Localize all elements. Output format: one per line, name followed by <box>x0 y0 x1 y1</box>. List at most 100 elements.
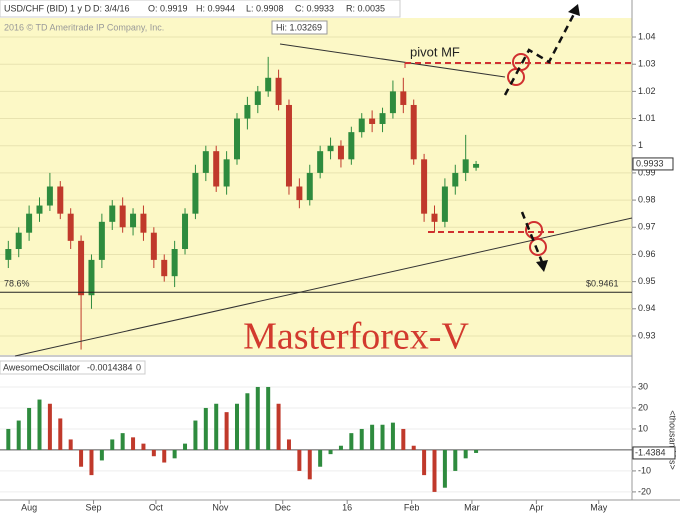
y-tick-label: 30 <box>638 381 648 391</box>
osc-axis-label: <thousandths> <box>668 410 678 470</box>
osc-bar <box>6 428 11 450</box>
y-tick-label: 1 <box>638 140 643 150</box>
y-tick-label: 1.02 <box>638 86 656 96</box>
y-tick-label: 0.93 <box>638 330 656 340</box>
osc-bar <box>370 424 375 450</box>
arrow-down <box>520 211 544 263</box>
osc-header <box>0 360 146 375</box>
osc-bar <box>442 449 447 488</box>
osc-bar <box>172 449 177 459</box>
y-tick-label: 0.97 <box>638 222 656 232</box>
y-tick-label: 10 <box>638 423 648 433</box>
candle-body <box>98 221 105 260</box>
x-tick-label: Feb <box>404 502 420 512</box>
candle-body <box>26 213 33 233</box>
osc-bar <box>203 407 208 450</box>
level-label: 78.6% <box>4 279 30 289</box>
osc-bar <box>120 433 125 450</box>
hi-label: Hi: 1.03269 <box>276 22 322 32</box>
osc-bar <box>359 428 364 450</box>
x-tick-label: Sep <box>86 502 102 512</box>
candle-body <box>285 104 292 187</box>
candle-body <box>130 213 137 228</box>
candle-body <box>244 104 251 119</box>
candle-body <box>327 145 334 152</box>
osc-bar <box>390 422 395 450</box>
osc-bar <box>349 433 354 450</box>
candle-body <box>265 77 272 92</box>
candle-body <box>57 186 64 214</box>
header-open: O: 0.9919 <box>148 3 188 13</box>
header-date: D: 3/4/16 <box>93 3 130 13</box>
level-value-label: $0.9461 <box>586 279 619 289</box>
osc-bar <box>151 449 156 457</box>
candle-body <box>213 151 220 187</box>
osc-bar <box>401 428 406 450</box>
candle-body <box>15 232 22 250</box>
candle-body <box>337 145 344 160</box>
osc-bar <box>474 449 479 453</box>
candle-body <box>389 91 396 114</box>
arrow-up <box>503 11 577 96</box>
osc-bar <box>380 424 385 450</box>
osc-bar <box>162 449 167 463</box>
candle-body <box>234 118 240 160</box>
x-tick-label: Mar <box>464 502 480 512</box>
last-price-label: 0.9933 <box>636 158 664 168</box>
candle-body <box>317 151 324 173</box>
candle-body <box>5 249 12 260</box>
candle-body <box>410 104 417 160</box>
candle-body <box>379 113 386 124</box>
candle-body <box>223 159 230 187</box>
last-price-box <box>632 157 674 171</box>
osc-bar <box>99 449 104 461</box>
osc-bar <box>245 393 250 450</box>
osc-bar <box>338 445 343 450</box>
candle-body <box>421 159 428 214</box>
candle-body <box>452 172 459 187</box>
osc-bar <box>131 437 136 450</box>
candle-body <box>46 186 53 206</box>
x-tick-label: Aug <box>21 502 37 512</box>
watermark: Masterforex-V <box>243 316 469 358</box>
candle-body <box>441 186 448 222</box>
osc-bar <box>318 449 323 467</box>
circle-mark <box>525 221 543 239</box>
copyright: 2016 © TD Ameritrade IP Company, Inc. <box>4 22 164 32</box>
osc-bar <box>79 449 84 467</box>
osc-param: 0 <box>136 362 141 372</box>
trendline <box>279 43 506 78</box>
osc-bar <box>224 412 229 450</box>
candle-body <box>67 213 74 241</box>
osc-bar <box>328 449 333 455</box>
candle-body <box>462 159 469 173</box>
candle-body <box>109 205 116 222</box>
osc-bar <box>235 403 239 450</box>
candle-body <box>171 249 178 277</box>
y-tick-label: 0.98 <box>638 194 656 204</box>
candle-body <box>78 240 85 296</box>
y-tick-label: 0.99 <box>638 167 656 177</box>
circle-mark <box>512 53 530 71</box>
osc-bar <box>68 439 73 450</box>
osc-bar <box>422 449 427 476</box>
osc-title: AwesomeOscillator <box>3 362 80 372</box>
last-value-label: -1.4384 <box>635 447 666 457</box>
candle-body <box>473 163 480 168</box>
osc-bar <box>463 449 468 459</box>
candle-body <box>358 118 365 133</box>
trendline <box>14 217 633 357</box>
x-tick-label: Oct <box>149 502 164 512</box>
osc-bar <box>276 403 281 450</box>
osc-bar <box>255 386 260 450</box>
candle-body <box>140 213 147 233</box>
osc-bar <box>27 407 32 450</box>
y-tick-label: 1.04 <box>638 31 656 41</box>
candle-body <box>306 172 313 201</box>
candle-body <box>369 118 376 124</box>
candle-body <box>348 132 355 160</box>
arrowhead <box>568 4 580 16</box>
pivot-label: pivot MF <box>410 44 460 59</box>
y-tick-label: 20 <box>638 402 648 412</box>
osc-bar <box>214 403 219 450</box>
